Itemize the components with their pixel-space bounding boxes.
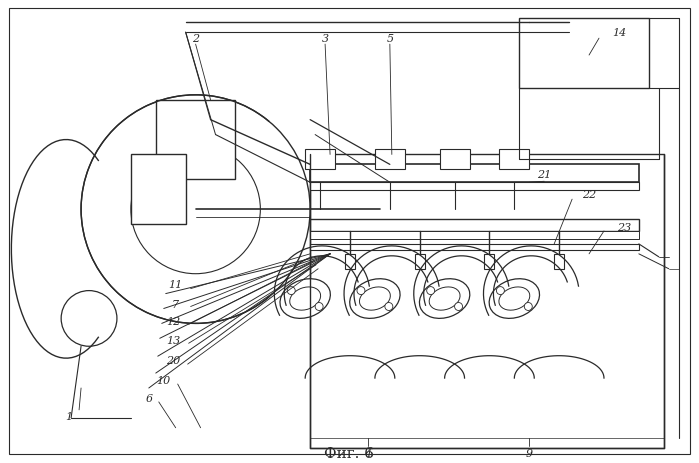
Bar (310, 183, 639, 191)
Circle shape (524, 303, 532, 311)
Ellipse shape (350, 279, 400, 319)
Text: 10: 10 (157, 375, 171, 385)
Circle shape (357, 287, 365, 295)
Bar (310, 155, 664, 448)
Text: 5: 5 (387, 34, 394, 44)
Text: 13: 13 (166, 336, 181, 345)
Circle shape (61, 291, 117, 346)
Text: 12: 12 (166, 317, 181, 327)
Bar (310, 244, 639, 250)
Circle shape (81, 95, 310, 324)
Circle shape (131, 145, 260, 274)
Bar (554, 254, 564, 269)
Bar (415, 254, 425, 269)
Text: Фиг. 6: Фиг. 6 (324, 445, 374, 460)
Bar (156, 100, 236, 180)
Ellipse shape (499, 288, 530, 311)
Text: 4: 4 (364, 448, 371, 457)
Text: 1: 1 (66, 411, 73, 421)
Circle shape (454, 303, 463, 311)
Text: 22: 22 (582, 190, 596, 200)
Circle shape (315, 303, 323, 311)
Bar (440, 150, 470, 170)
Text: 21: 21 (537, 170, 552, 180)
Text: 7: 7 (172, 299, 179, 309)
Text: 23: 23 (617, 223, 631, 232)
Ellipse shape (280, 279, 331, 319)
Bar (310, 232, 639, 239)
Circle shape (496, 287, 505, 295)
Bar (345, 254, 355, 269)
Text: 9: 9 (526, 448, 533, 457)
Ellipse shape (359, 288, 390, 311)
Circle shape (426, 287, 435, 295)
Bar (310, 219, 639, 232)
Ellipse shape (290, 288, 321, 311)
Bar (310, 165, 639, 183)
Text: 11: 11 (168, 279, 183, 289)
Ellipse shape (419, 279, 470, 319)
Bar (519, 19, 649, 88)
Circle shape (385, 303, 393, 311)
Text: 20: 20 (166, 356, 180, 365)
Bar (499, 150, 529, 170)
Circle shape (287, 287, 295, 295)
Text: 2: 2 (192, 34, 199, 44)
Bar (375, 150, 405, 170)
Bar (305, 150, 335, 170)
Text: 6: 6 (145, 393, 152, 403)
Bar (484, 254, 494, 269)
Bar (131, 155, 186, 225)
Ellipse shape (489, 279, 540, 319)
Text: 3: 3 (322, 34, 329, 44)
Text: 14: 14 (612, 28, 626, 38)
Ellipse shape (429, 288, 460, 311)
